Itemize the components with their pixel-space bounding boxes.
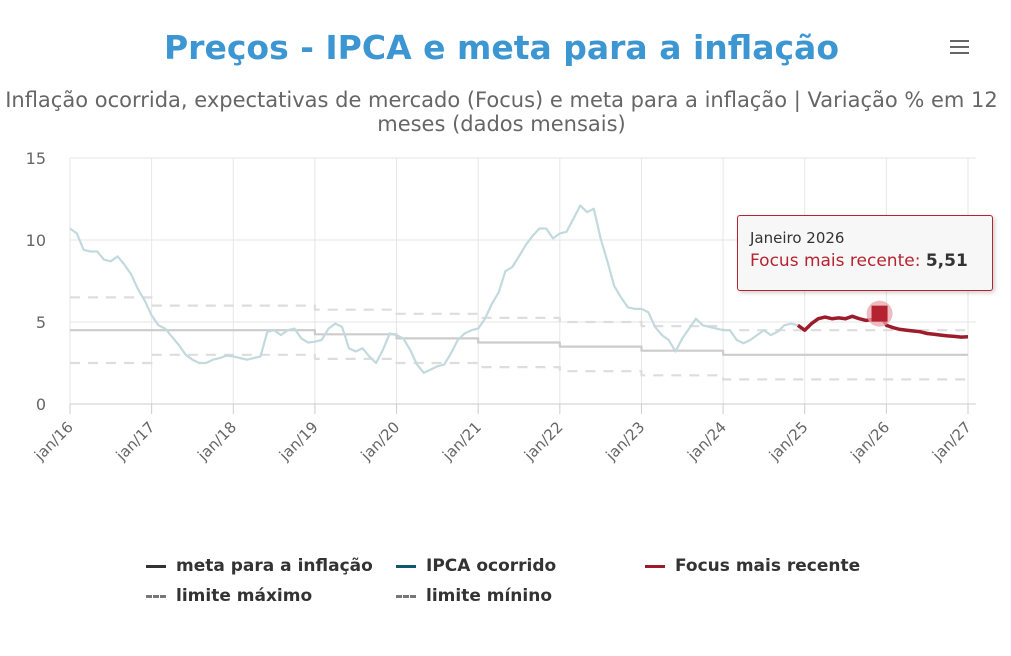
x-tick-label: jan/17 (112, 418, 159, 465)
legend-label: limite mínino (426, 586, 553, 606)
series-line (70, 329, 968, 356)
hamburger-menu-icon[interactable] (946, 36, 972, 58)
x-tick-label: jan/23 (602, 418, 649, 465)
chart-legend: meta para a inflação IPCA ocorrido Focus… (0, 552, 1011, 612)
tooltip-series-line: Focus mais recente: 5,51 (750, 251, 968, 271)
focus-marker (871, 305, 888, 322)
x-tick-label: jan/22 (520, 418, 567, 465)
legend-item-limite-maximo[interactable]: limite máximo (146, 586, 312, 606)
y-tick-label: 10 (26, 231, 46, 250)
legend-symbol (645, 564, 665, 568)
legend-item-focus[interactable]: Focus mais recente (645, 556, 860, 576)
y-tick-label: 5 (36, 313, 46, 332)
legend-item-ipca[interactable]: IPCA ocorrido (396, 556, 556, 576)
legend-symbol (396, 594, 416, 598)
legend-symbol (146, 594, 166, 598)
legend-label: limite máximo (176, 586, 313, 606)
x-tick-label: jan/27 (928, 418, 975, 465)
series-line (69, 204, 799, 374)
legend-symbol (396, 564, 416, 568)
x-tick-label: jan/26 (847, 418, 894, 465)
legend-symbol (146, 564, 166, 568)
tooltip-series-name: Focus mais recente (750, 251, 915, 271)
x-tick-label: jan/24 (683, 418, 730, 465)
x-tick-label: jan/21 (438, 418, 485, 465)
x-tick-label: jan/20 (357, 418, 404, 465)
x-tick-label: jan/25 (765, 418, 812, 465)
x-tick-label: jan/19 (275, 418, 322, 465)
legend-label: IPCA ocorrido (426, 556, 557, 576)
chart-title: Preços - IPCA e meta para a inflação (164, 28, 839, 67)
y-tick-label: 15 (26, 149, 46, 168)
legend-label: meta para a inflação (176, 556, 373, 576)
x-tick-label: jan/18 (193, 418, 240, 465)
x-tick-label: jan/16 (30, 418, 77, 465)
series-line (70, 296, 968, 332)
legend-label: Focus mais recente (675, 556, 861, 576)
legend-item-meta[interactable]: meta para a inflação (146, 556, 373, 576)
series-line (70, 353, 968, 381)
tooltip-header: Janeiro 2026 (750, 229, 845, 247)
y-tick-label: 0 (36, 395, 46, 414)
chart-tooltip: Janeiro 2026 Focus mais recente: 5,51 (737, 215, 993, 291)
legend-item-limite-minimo[interactable]: limite mínino (396, 586, 552, 606)
tooltip-value: 5,51 (925, 251, 968, 271)
chart-subtitle: Inflação ocorrida, expectativas de merca… (5, 88, 998, 136)
